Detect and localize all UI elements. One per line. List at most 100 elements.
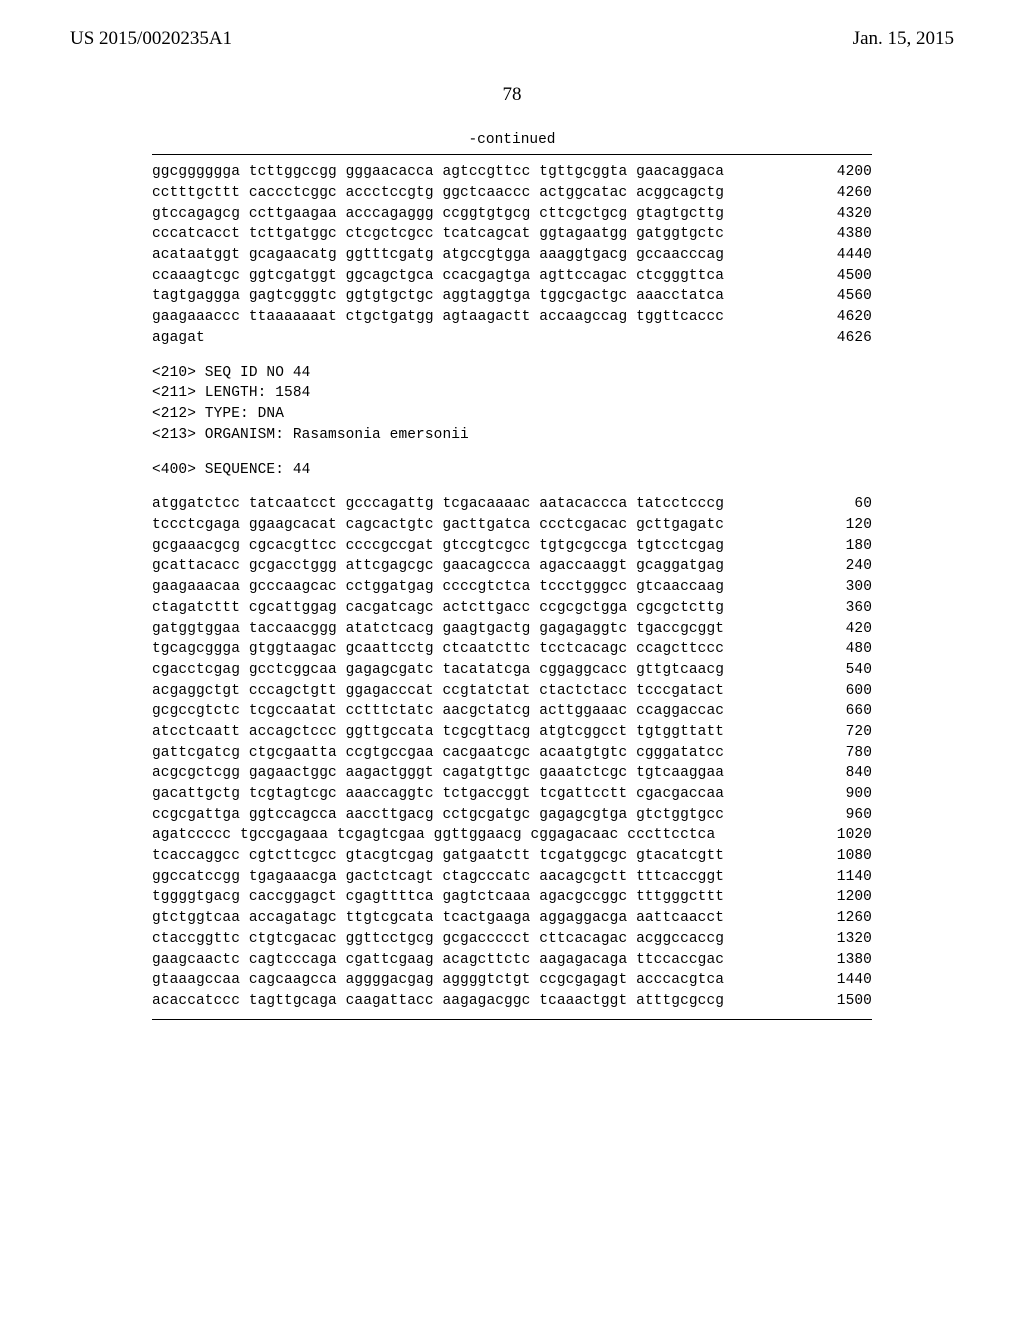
sequence-text: tccctcgaga ggaagcacat cagcactgtc gacttga… [152, 518, 724, 533]
sequence-position: 840 [820, 766, 872, 781]
page-header: US 2015/0020235A1 Jan. 15, 2015 [0, 0, 1024, 50]
sequence-position: 1380 [820, 953, 872, 968]
sequence-text: ggcgggggga tcttggccgg gggaacacca agtccgt… [152, 165, 724, 180]
sequence-text: atggatctcc tatcaatcct gcccagattg tcgacaa… [152, 497, 724, 512]
sequence-row: tgcagcggga gtggtaagac gcaattcctg ctcaatc… [152, 642, 872, 657]
sequence-position: 780 [820, 746, 872, 761]
sequence-position: 4560 [820, 289, 872, 304]
sequence-text: agatccccc tgccgagaaa tcgagtcgaa ggttggaa… [152, 828, 715, 843]
sequence-position: 360 [820, 601, 872, 616]
bottom-rule [152, 1019, 872, 1020]
sequence-text: ccgcgattga ggtccagcca aaccttgacg cctgcga… [152, 808, 724, 823]
sequence-row: tcaccaggcc cgtcttcgcc gtacgtcgag gatgaat… [152, 849, 872, 864]
sequence-row: acgcgctcgg gagaactggc aagactgggt cagatgt… [152, 766, 872, 781]
sequence-text: ctaccggttc ctgtcgacac ggttcctgcg gcgaccc… [152, 932, 724, 947]
sequence-position: 4200 [820, 165, 872, 180]
sequence-row: gaagcaactc cagtcccaga cgattcgaag acagctt… [152, 953, 872, 968]
sequence-position: 1260 [820, 911, 872, 926]
sequence-position: 1500 [820, 994, 872, 1009]
sequence-row: gaagaaacaa gcccaagcac cctggatgag ccccgtc… [152, 580, 872, 595]
sequence-row: gcattacacc gcgacctggg attcgagcgc gaacagc… [152, 559, 872, 574]
sequence-position: 4320 [820, 207, 872, 222]
sequence-position: 4440 [820, 248, 872, 263]
sequence-row: ccgcgattga ggtccagcca aaccttgacg cctgcga… [152, 808, 872, 823]
sequence-row: tggggtgacg caccggagct cgagttttca gagtctc… [152, 890, 872, 905]
sequence-row: tagtgaggga gagtcgggtc ggtgtgctgc aggtagg… [152, 289, 872, 304]
sequence-text: acgcgctcgg gagaactggc aagactgggt cagatgt… [152, 766, 724, 781]
sequence-text: gacattgctg tcgtagtcgc aaaccaggtc tctgacc… [152, 787, 724, 802]
pub-date: Jan. 15, 2015 [853, 28, 954, 50]
sequence-position: 900 [820, 787, 872, 802]
sequence-text: ccaaagtcgc ggtcgatggt ggcagctgca ccacgag… [152, 269, 724, 284]
sequence-text: gtaaagccaa cagcaagcca aggggacgag aggggtc… [152, 973, 724, 988]
sequence-text: gcgaaacgcg cgcacgttcc ccccgccgat gtccgtc… [152, 539, 724, 554]
sequence-row: atcctcaatt accagctccc ggttgccata tcgcgtt… [152, 725, 872, 740]
sequence-text: cctttgcttt caccctcggc accctccgtg ggctcaa… [152, 186, 724, 201]
sequence-text: ggccatccgg tgagaaacga gactctcagt ctagccc… [152, 870, 724, 885]
sequence-position: 1080 [820, 849, 872, 864]
sequence-row: gtctggtcaa accagatagc ttgtcgcata tcactga… [152, 911, 872, 926]
sequence-row: ggccatccgg tgagaaacga gactctcagt ctagccc… [152, 870, 872, 885]
sequence-row: acgaggctgt cccagctgtt ggagacccat ccgtatc… [152, 684, 872, 699]
sequence-position: 4260 [820, 186, 872, 201]
sequence-text: gattcgatcg ctgcgaatta ccgtgccgaa cacgaat… [152, 746, 724, 761]
sequence-text: cgacctcgag gcctcggcaa gagagcgatc tacatat… [152, 663, 724, 678]
sequence-position: 240 [820, 559, 872, 574]
sequence-position: 4500 [820, 269, 872, 284]
sequence-row: ctaccggttc ctgtcgacac ggttcctgcg gcgaccc… [152, 932, 872, 947]
sequence-text: gtctggtcaa accagatagc ttgtcgcata tcactga… [152, 911, 724, 926]
sequence-row: gattcgatcg ctgcgaatta ccgtgccgaa cacgaat… [152, 746, 872, 761]
sequence-text: gtccagagcg ccttgaagaa acccagaggg ccggtgt… [152, 207, 724, 222]
sequence-header-line: <212> TYPE: DNA [152, 407, 872, 422]
page-number: 78 [0, 84, 1024, 106]
sequence-row: gtccagagcg ccttgaagaa acccagaggg ccggtgt… [152, 207, 872, 222]
continued-label: -continued [0, 132, 1024, 148]
sequence-position: 1020 [820, 828, 872, 843]
sequence-text: gatggtggaa taccaacggg atatctcacg gaagtga… [152, 622, 724, 637]
sequence-row: cgacctcgag gcctcggcaa gagagcgatc tacatat… [152, 663, 872, 678]
sequence-position: 600 [820, 684, 872, 699]
sequence-position: 1320 [820, 932, 872, 947]
sequence-text: gcattacacc gcgacctggg attcgagcgc gaacagc… [152, 559, 724, 574]
sequence-header-line: <211> LENGTH: 1584 [152, 386, 872, 401]
sequence-text: atcctcaatt accagctccc ggttgccata tcgcgtt… [152, 725, 724, 740]
sequence-position: 660 [820, 704, 872, 719]
sequence-row: agatccccc tgccgagaaa tcgagtcgaa ggttggaa… [152, 828, 872, 843]
sequence-position: 60 [820, 497, 872, 512]
sequence-position: 480 [820, 642, 872, 657]
sequence-text: tgcagcggga gtggtaagac gcaattcctg ctcaatc… [152, 642, 724, 657]
sequence-position: 4380 [820, 227, 872, 242]
sequence-position: 4620 [820, 310, 872, 325]
sequence-row: cccatcacct tcttgatggc ctcgctcgcc tcatcag… [152, 227, 872, 242]
sequence-row: ggcgggggga tcttggccgg gggaacacca agtccgt… [152, 165, 872, 180]
pub-number: US 2015/0020235A1 [70, 28, 232, 50]
sequence-text: tggggtgacg caccggagct cgagttttca gagtctc… [152, 890, 724, 905]
sequence-position: 420 [820, 622, 872, 637]
sequence-text: gaagcaactc cagtcccaga cgattcgaag acagctt… [152, 953, 724, 968]
sequence-text: acataatggt gcagaacatg ggtttcgatg atgccgt… [152, 248, 724, 263]
sequence-text: acaccatccc tagttgcaga caagattacc aagagac… [152, 994, 724, 1009]
sequence-text: gaagaaacaa gcccaagcac cctggatgag ccccgtc… [152, 580, 724, 595]
sequence-row: gcgccgtctc tcgccaatat cctttctatc aacgcta… [152, 704, 872, 719]
sequence-header-line: <400> SEQUENCE: 44 [152, 463, 872, 478]
sequence-text: gaagaaaccc ttaaaaaaat ctgctgatgg agtaaga… [152, 310, 724, 325]
sequence-position: 720 [820, 725, 872, 740]
sequence-text: agagat [152, 331, 205, 346]
sequence-row: ctagatcttt cgcattggag cacgatcagc actcttg… [152, 601, 872, 616]
sequence-position: 300 [820, 580, 872, 595]
sequence-position: 1200 [820, 890, 872, 905]
sequence-text: cccatcacct tcttgatggc ctcgctcgcc tcatcag… [152, 227, 724, 242]
sequence-position: 540 [820, 663, 872, 678]
sequence-block: ggcgggggga tcttggccgg gggaacacca agtccgt… [152, 154, 872, 1019]
sequence-text: ctagatcttt cgcattggag cacgatcagc actcttg… [152, 601, 724, 616]
sequence-row: acataatggt gcagaacatg ggtttcgatg atgccgt… [152, 248, 872, 263]
sequence-text: gcgccgtctc tcgccaatat cctttctatc aacgcta… [152, 704, 724, 719]
sequence-position: 1140 [820, 870, 872, 885]
sequence-row: ccaaagtcgc ggtcgatggt ggcagctgca ccacgag… [152, 269, 872, 284]
sequence-row: tccctcgaga ggaagcacat cagcactgtc gacttga… [152, 518, 872, 533]
sequence-text: tcaccaggcc cgtcttcgcc gtacgtcgag gatgaat… [152, 849, 724, 864]
sequence-position: 180 [820, 539, 872, 554]
sequence-row: agagat4626 [152, 331, 872, 346]
sequence-row: gcgaaacgcg cgcacgttcc ccccgccgat gtccgtc… [152, 539, 872, 554]
sequence-header-line: <213> ORGANISM: Rasamsonia emersonii [152, 428, 872, 443]
